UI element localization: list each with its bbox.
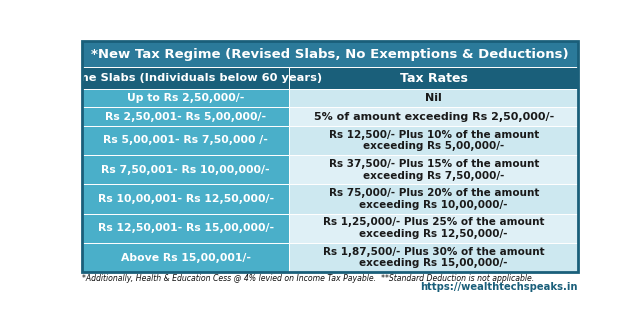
Text: *Additionally, Health & Education Cess @ 4% levied on Income Tax Payable.  **Sta: *Additionally, Health & Education Cess @… [82,274,535,283]
Bar [82,184,289,214]
Text: Rs 7,50,001- Rs 10,00,000/-: Rs 7,50,001- Rs 10,00,000/- [101,165,270,175]
Bar [289,67,578,89]
Text: *New Tax Regime (Revised Slabs, No Exemptions & Deductions): *New Tax Regime (Revised Slabs, No Exemp… [91,48,569,61]
Text: Up to Rs 2,50,000/-: Up to Rs 2,50,000/- [127,93,245,103]
Text: Rs 12,50,001- Rs 15,00,000/-: Rs 12,50,001- Rs 15,00,000/- [98,223,274,233]
Text: https://wealthtechspeaks.in: https://wealthtechspeaks.in [421,282,578,292]
Text: Tax Rates: Tax Rates [400,72,468,84]
Bar [289,126,578,155]
Text: Rs 37,500/- Plus 15% of the amount
exceeding Rs 7,50,000/-: Rs 37,500/- Plus 15% of the amount excee… [328,159,539,181]
Text: Above Rs 15,00,001/-: Above Rs 15,00,001/- [120,252,251,262]
Text: Rs 12,500/- Plus 10% of the amount
exceeding Rs 5,00,000/-: Rs 12,500/- Plus 10% of the amount excee… [328,130,539,151]
Bar [289,89,578,107]
Text: Rs 5,00,001- Rs 7,50,000 /-: Rs 5,00,001- Rs 7,50,000 /- [103,136,268,146]
Text: Rs 75,000/- Plus 20% of the amount
exceeding Rs 10,00,000/-: Rs 75,000/- Plus 20% of the amount excee… [328,188,539,210]
Bar [289,155,578,184]
Bar [289,214,578,243]
Text: Rs 2,50,001- Rs 5,00,000/-: Rs 2,50,001- Rs 5,00,000/- [105,112,266,121]
Bar [289,107,578,126]
Bar [82,126,289,155]
Text: 5% of amount exceeding Rs 2,50,000/-: 5% of amount exceeding Rs 2,50,000/- [314,112,554,121]
Bar [82,243,289,272]
Bar [82,41,578,67]
Bar [289,184,578,214]
Bar [82,214,289,243]
Text: Income Slabs (Individuals below 60 years): Income Slabs (Individuals below 60 years… [50,73,322,83]
Text: Rs 10,00,001- Rs 12,50,000/-: Rs 10,00,001- Rs 12,50,000/- [98,194,274,204]
Bar [82,107,289,126]
Bar [289,243,578,272]
Bar [82,67,289,89]
Text: Rs 1,87,500/- Plus 30% of the amount
exceeding Rs 15,00,000/-: Rs 1,87,500/- Plus 30% of the amount exc… [323,247,545,268]
Text: Nil: Nil [425,93,442,103]
Text: Rs 1,25,000/- Plus 25% of the amount
exceeding Rs 12,50,000/-: Rs 1,25,000/- Plus 25% of the amount exc… [323,217,544,239]
Bar [82,155,289,184]
Bar [82,89,289,107]
